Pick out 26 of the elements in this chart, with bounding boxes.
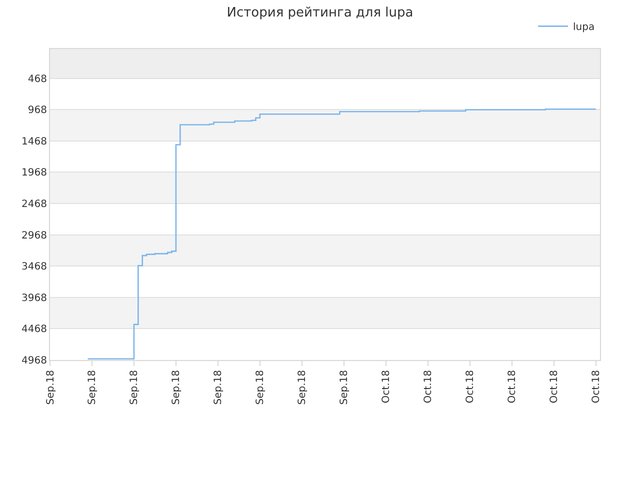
y-tick-label: 4468 xyxy=(22,324,47,336)
y-tick-label: 468 xyxy=(28,74,47,85)
x-tick-label: Sep.18 xyxy=(339,370,350,405)
x-tick-label: Sep.18 xyxy=(129,370,140,405)
x-tick-label: Sep.18 xyxy=(171,370,182,405)
legend-label: lupa xyxy=(573,22,595,34)
y-tick-label: 2968 xyxy=(22,230,47,242)
x-tick-label: Oct.18 xyxy=(507,370,518,404)
y-tick-label: 1968 xyxy=(22,168,47,179)
chart-title: История рейтинга для lupa xyxy=(226,5,414,20)
y-tick-label: 3468 xyxy=(22,262,47,273)
y-tick-label: 1468 xyxy=(22,136,47,148)
x-tick-label: Oct.18 xyxy=(549,370,560,404)
y-tick-label: 968 xyxy=(28,105,47,116)
y-tick-label: 4968 xyxy=(22,356,47,366)
y-tick-label: 2468 xyxy=(22,199,47,210)
x-tick-label: Sep.18 xyxy=(213,370,224,405)
x-tick-label: Sep.18 xyxy=(297,370,308,405)
y-tick-label: 3968 xyxy=(22,292,47,304)
x-tick-label: Sep.18 xyxy=(255,370,266,405)
x-tick-label: Sep.18 xyxy=(45,370,56,405)
x-tick-label: Sep.18 xyxy=(87,370,98,405)
x-tick-label: Oct.18 xyxy=(465,370,476,404)
x-tick-label: Oct.18 xyxy=(591,370,602,404)
x-tick-label: Oct.18 xyxy=(381,370,392,404)
x-tick-label: Oct.18 xyxy=(423,370,434,404)
